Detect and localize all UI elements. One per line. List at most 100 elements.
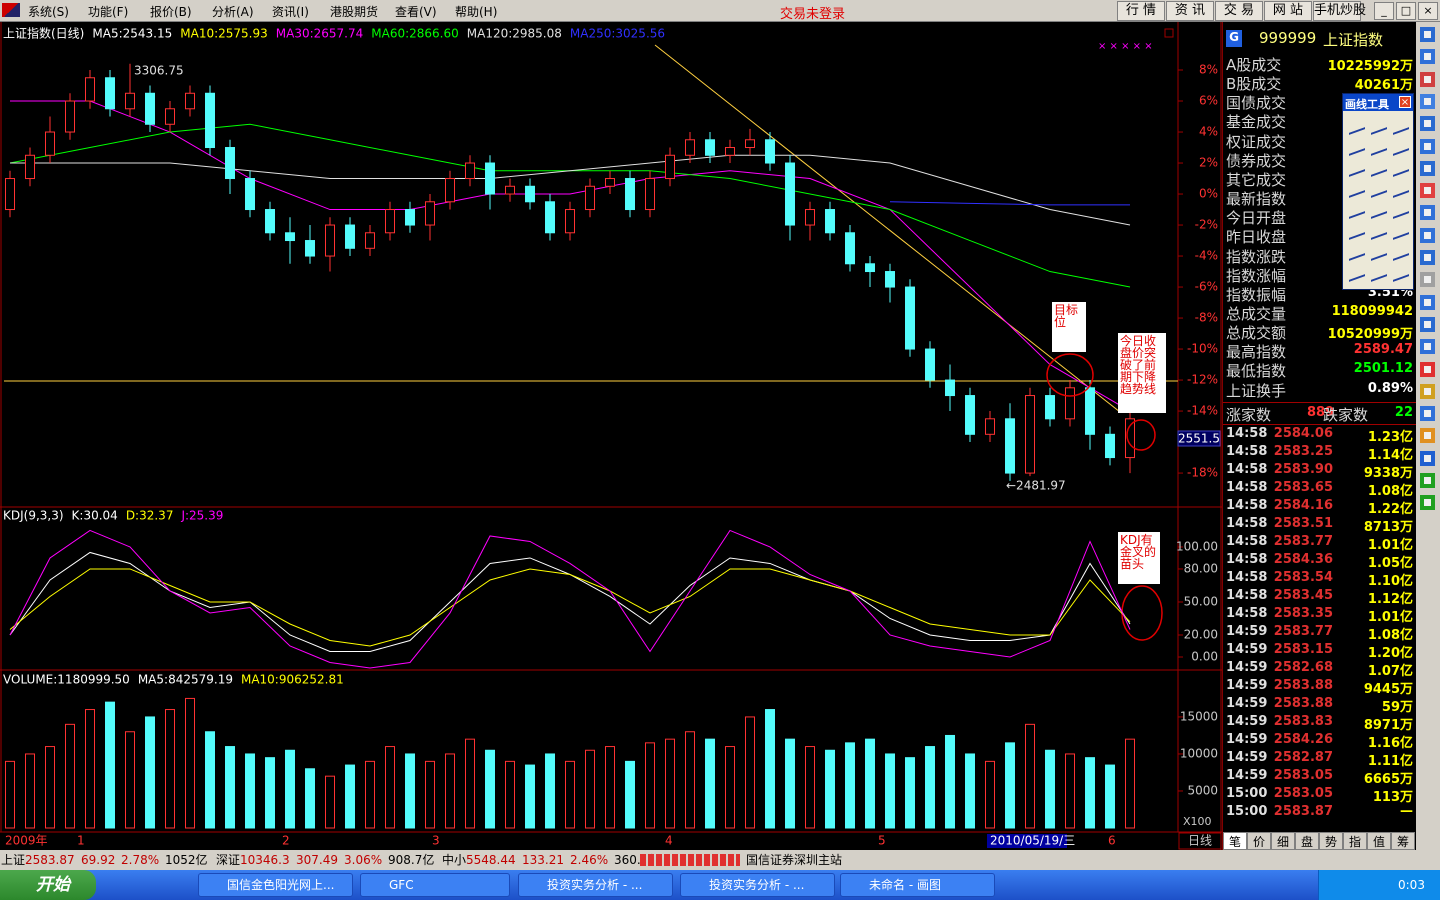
tool-icon[interactable] [1393,155,1409,177]
menu-item[interactable]: 系统(S) [28,5,69,19]
toolbar-icon[interactable] [1420,71,1435,87]
volume-bar [905,757,915,829]
tab[interactable]: 指 [1343,832,1367,850]
toolbar-icon[interactable] [1420,316,1435,332]
top-button[interactable]: 交 易 [1215,1,1263,21]
toolbar-icon[interactable] [1420,227,1435,243]
toolbar-icon[interactable] [1420,339,1435,355]
y-tick-label: 100.00 [1176,539,1218,553]
tab[interactable]: 盘 [1295,832,1319,850]
tool-icon[interactable] [1371,239,1387,261]
tool-icon[interactable] [1349,176,1365,198]
toolbar-icon[interactable] [1420,116,1435,132]
toolbar-icon[interactable] [1420,272,1435,288]
candle-body [165,108,175,125]
tab[interactable]: 笔 [1223,832,1247,850]
candle-body [805,209,815,226]
tool-icon[interactable] [1393,113,1409,135]
tool-icon[interactable] [1393,260,1409,282]
tab[interactable]: 值 [1367,832,1391,850]
candle-body [685,139,695,156]
window-button[interactable]: _ [1374,2,1394,20]
menu-item[interactable]: 分析(A) [212,5,254,19]
toolbar-icon[interactable] [1420,205,1435,221]
menu-item[interactable]: 查看(V) [395,5,437,19]
tool-icon[interactable] [1371,218,1387,240]
tool-icon[interactable] [1393,239,1409,261]
toolbar-icon[interactable] [1420,93,1435,109]
tick-price: 2583.90 [1273,462,1333,477]
tool-icon[interactable] [1371,155,1387,177]
toolbar-icon[interactable] [1420,183,1435,199]
clock: 0:03 [1398,878,1425,892]
toolbar-icon[interactable] [1420,138,1435,154]
toolbar-icon[interactable] [1420,294,1435,310]
menu-item[interactable]: 帮助(H) [455,5,498,19]
tool-icon[interactable] [1371,197,1387,219]
tool-icon[interactable] [1371,113,1387,135]
tool-icon[interactable] [1393,134,1409,156]
menu-item[interactable]: 功能(F) [88,5,129,19]
row-label: B股成交 [1226,75,1282,94]
toolbar-icon[interactable] [1420,495,1435,511]
task-button[interactable]: 国信金色阳光网上... [198,873,353,897]
tab[interactable]: 价 [1247,832,1271,850]
close-button[interactable]: × [1399,96,1411,108]
candle-body [485,162,495,195]
candle-body [285,232,295,242]
tab[interactable]: 细 [1271,832,1295,850]
status-item: 深证 [216,853,241,867]
top-button[interactable]: 手机炒股 [1313,1,1366,21]
tick-volume: 1.14亿 [1367,448,1413,463]
toolbar-icon[interactable] [1420,406,1435,422]
side-toolbar [1416,22,1440,850]
menu-item[interactable]: 港股期货 [330,5,379,19]
tool-icon[interactable] [1349,260,1365,282]
window-button[interactable]: × [1418,2,1438,20]
volume-bar [985,760,995,829]
toolbar-icon[interactable] [1420,473,1435,488]
tool-icon[interactable] [1393,176,1409,198]
menu-item[interactable]: 资讯(I) [272,5,309,19]
tab[interactable]: 势 [1319,832,1343,850]
tool-icon[interactable] [1349,239,1365,261]
tick-volume: 1.10亿 [1367,574,1413,589]
volume-bar [445,753,455,829]
tool-icon[interactable] [1349,197,1365,219]
candle-body [185,92,195,110]
tool-icon[interactable] [1371,134,1387,156]
tool-icon[interactable] [1349,113,1365,135]
tab[interactable]: 筹 [1391,832,1415,850]
toolbar-icon[interactable] [1420,160,1435,176]
tick-volume: 59万 [1381,700,1413,715]
tool-icon[interactable] [1393,218,1409,240]
drawing-tool-window[interactable]: 画线工具 × [1342,93,1414,290]
task-button[interactable]: 未命名 - 画图 [840,873,995,897]
task-button[interactable]: GFC [360,873,510,897]
tool-icon[interactable] [1349,155,1365,177]
top-button[interactable]: 资 讯 [1166,1,1214,21]
toolbar-icon[interactable] [1420,383,1435,399]
toolbar-icon[interactable] [1420,450,1435,466]
toolbar-icon[interactable] [1420,49,1435,65]
menu-item[interactable]: 报价(B) [150,5,192,19]
task-button[interactable]: 投资实务分析 - ... [680,873,835,897]
toolbar-icon[interactable] [1420,428,1435,444]
tool-icon[interactable] [1371,176,1387,198]
toolbar-icon[interactable] [1420,250,1435,265]
tool-icon[interactable] [1349,134,1365,156]
tool-icon[interactable] [1371,260,1387,282]
toolbar-icon[interactable] [1420,361,1435,377]
tool-icon[interactable] [1393,197,1409,219]
toolbar-icon[interactable] [1420,27,1435,42]
task-button[interactable]: 投资实务分析 - ... [518,873,673,897]
top-button[interactable]: 行 情 [1117,1,1165,21]
tick-time: 15:00 [1226,804,1268,819]
top-button[interactable]: 网 站 [1264,1,1312,21]
volume-bar [25,753,35,829]
volume-bar [305,768,315,829]
tool-icon[interactable] [1349,218,1365,240]
window-button[interactable]: □ [1396,2,1416,20]
indicator-line [9,568,1131,647]
start-button[interactable]: 开始 [0,870,96,900]
